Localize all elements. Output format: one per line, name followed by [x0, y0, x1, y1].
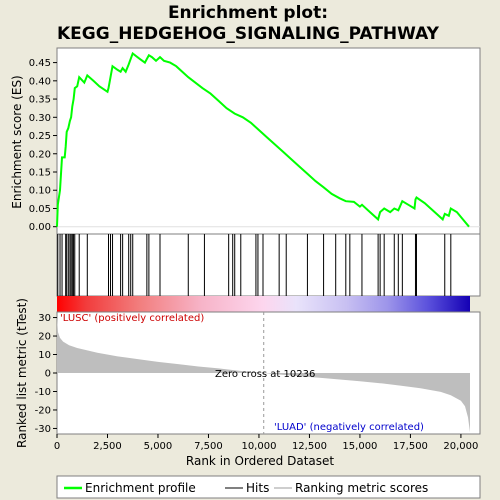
- es-series-line: [56, 51, 470, 228]
- metric-y-tick-label: 10: [38, 350, 51, 361]
- legend-box: [56, 475, 481, 499]
- es-y-axis-label: Enrichment score (ES): [10, 75, 24, 208]
- es-y-tick-label: 0.20: [29, 149, 51, 160]
- legend-enrichment-label: Enrichment profile: [85, 481, 196, 495]
- metric-y-axis-ticks: 30 20 10 0 -10 -20 -30: [35, 313, 57, 435]
- x-tick-label: 12,500: [292, 441, 327, 452]
- x-tick-label: 15,000: [342, 441, 377, 452]
- x-tick-label: 5,000: [144, 441, 173, 452]
- metric-y-tick-label: -10: [35, 387, 51, 398]
- es-y-tick-label: 0.30: [29, 113, 51, 124]
- zero-cross-label: Zero cross at 10236: [215, 369, 315, 380]
- x-tick-label: 20,000: [443, 441, 478, 452]
- ranking-metric-area: [57, 317, 470, 433]
- positive-correlation-label: 'LUSC' (positively correlated): [60, 313, 204, 324]
- es-y-tick-label: 0.00: [29, 222, 51, 233]
- hits-plot-area: [56, 233, 481, 297]
- x-tick-label: 0: [54, 441, 60, 452]
- es-y-tick-label: 0.10: [29, 186, 51, 197]
- metric-y-tick-label: -20: [35, 405, 51, 416]
- metric-y-tick-label: 20: [38, 332, 51, 343]
- metric-y-tick-label: 0: [45, 369, 51, 380]
- x-axis-label: Rank in Ordered Dataset: [186, 454, 334, 468]
- es-y-tick-label: 0.05: [29, 204, 51, 215]
- x-tick-label: 7,500: [194, 441, 223, 452]
- es-y-tick-label: 0.25: [29, 131, 51, 142]
- es-y-tick-label: 0.35: [29, 95, 51, 106]
- chart-title-line2: KEGG_HEDGEHOG_SIGNALING_PATHWAY: [57, 24, 440, 44]
- x-tick-label: 17,500: [393, 441, 428, 452]
- legend-hits-label: Hits: [246, 481, 269, 495]
- x-tick-label: 10,000: [241, 441, 276, 452]
- es-plot-area: [56, 47, 481, 235]
- metric-y-tick-label: 30: [38, 313, 51, 324]
- metric-y-axis-label: Ranked list metric (tTest): [15, 298, 29, 448]
- es-y-tick-label: 0.15: [29, 168, 51, 179]
- legend-metric-label: Ranking metric scores: [295, 481, 428, 495]
- es-y-axis-ticks: 0.00 0.05 0.10 0.15 0.20 0.25 0.30 0.35 0.40 0.45: [29, 58, 57, 233]
- ranking-color-bar: [57, 296, 470, 312]
- es-y-tick-label: 0.45: [29, 58, 51, 69]
- x-axis-ticks: 0 2,500 5,000 7,500 10,000 12,500 15,000 17,500…: [54, 434, 478, 452]
- es-y-tick-label: 0.40: [29, 76, 51, 87]
- hit-markers: [57, 234, 452, 296]
- negative-correlation-label: 'LUAD' (negatively correlated): [274, 422, 424, 433]
- metric-y-tick-label: -30: [35, 424, 51, 435]
- chart-title-line1: Enrichment plot:: [168, 3, 328, 23]
- x-tick-label: 2,500: [93, 441, 122, 452]
